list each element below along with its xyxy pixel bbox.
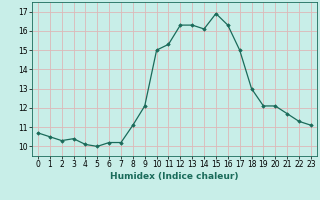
X-axis label: Humidex (Indice chaleur): Humidex (Indice chaleur): [110, 172, 239, 181]
